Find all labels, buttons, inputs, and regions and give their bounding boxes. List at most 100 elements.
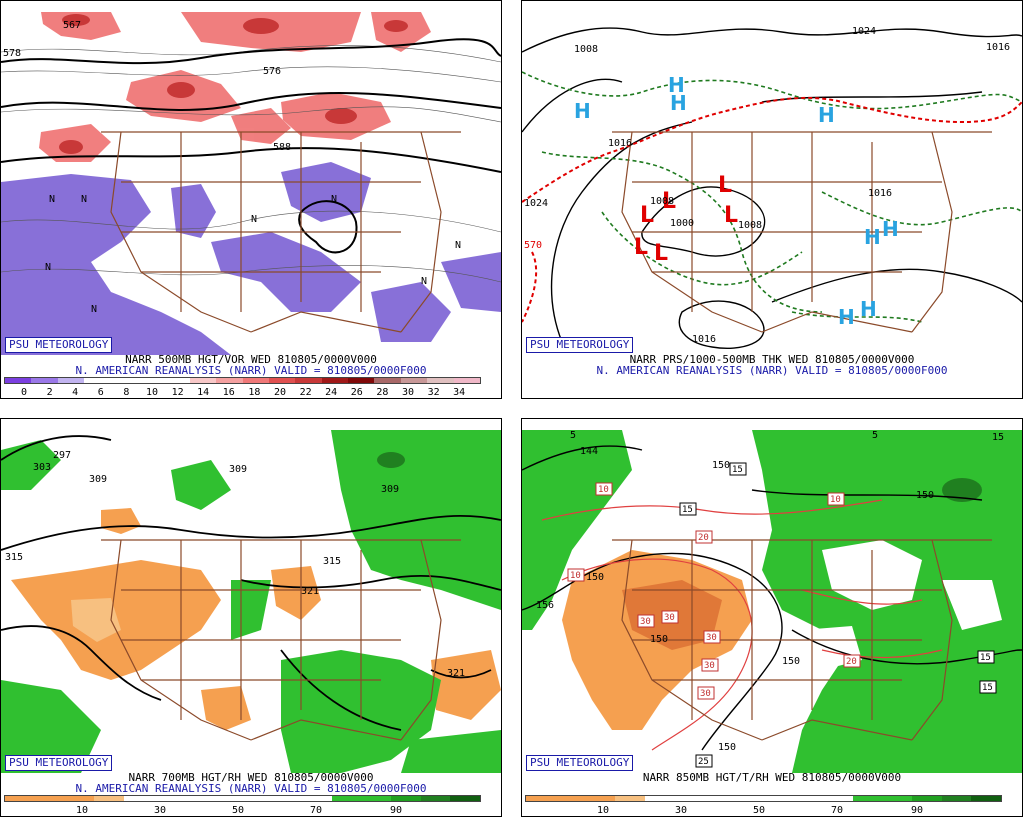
colorbar-tick-label: 2 bbox=[46, 387, 53, 398]
colorbar-tick-label: 28 bbox=[376, 387, 389, 398]
colorbar-swatch bbox=[94, 796, 124, 801]
contour-label: 150 bbox=[586, 572, 604, 583]
contour-label: 1024 bbox=[524, 198, 548, 209]
colorbar-tick-label: 90 bbox=[910, 805, 924, 816]
colorbar-swatch bbox=[453, 378, 481, 383]
colorbar-swatch bbox=[5, 378, 32, 383]
colorbar-tick-label: 12 bbox=[171, 387, 184, 398]
contour-label: 570 bbox=[524, 240, 542, 251]
colorbar-swatch bbox=[136, 378, 164, 383]
colorbar-swatch bbox=[34, 796, 65, 801]
contour-label: 5 bbox=[570, 430, 576, 441]
boxed-contour-label: 30 bbox=[637, 614, 655, 628]
colorbar-swatch bbox=[674, 796, 705, 801]
caption-line-1: NARR 850MB HGT/T/RH WED 810805/0000V000 bbox=[642, 771, 902, 784]
contour-label: 321 bbox=[447, 668, 465, 679]
colorbar-swatch bbox=[882, 796, 912, 801]
colorbar-tick-label: 24 bbox=[325, 387, 338, 398]
colorbar-swatch bbox=[374, 378, 401, 383]
colorbar-swatch bbox=[420, 796, 451, 801]
colorbar-tick-label: 6 bbox=[97, 387, 104, 398]
colorbar-tick-label: 14 bbox=[197, 387, 210, 398]
colorbar-tick-label: 10 bbox=[75, 805, 89, 816]
boxed-contour-label: 10 bbox=[595, 482, 613, 496]
colorbar-swatch bbox=[361, 796, 391, 801]
contour-label: N bbox=[45, 262, 51, 273]
colorbar-swatch bbox=[390, 796, 421, 801]
colorbar-swatch bbox=[555, 796, 586, 801]
low-symbol: L bbox=[724, 203, 738, 228]
colorbar-tick-label: 90 bbox=[389, 805, 403, 816]
colorbar-swatch bbox=[427, 378, 454, 383]
colorbar-swatch bbox=[189, 378, 217, 383]
low-symbol: L bbox=[634, 235, 648, 260]
svg-text:10: 10 bbox=[570, 571, 581, 581]
contour-label: N bbox=[455, 240, 461, 251]
contour-label: 1016 bbox=[986, 42, 1010, 53]
contour-label: 315 bbox=[5, 552, 23, 563]
contour-label: 297 bbox=[53, 450, 71, 461]
caption-line-2: N. AMERICAN REANALYSIS (NARR) VALID = 81… bbox=[596, 364, 948, 377]
contour-label: 303 bbox=[33, 462, 51, 473]
svg-text:25: 25 bbox=[698, 757, 709, 767]
svg-text:30: 30 bbox=[700, 689, 711, 699]
colorbar-swatch bbox=[450, 796, 480, 801]
contour-label: N bbox=[81, 194, 87, 205]
colorbar bbox=[4, 795, 481, 802]
high-symbol: H bbox=[668, 73, 685, 97]
colorbar-swatch bbox=[31, 378, 58, 383]
contour-label: 309 bbox=[229, 464, 247, 475]
contour-label: 315 bbox=[323, 556, 341, 567]
colorbar-swatch bbox=[301, 796, 332, 801]
contour-label: 156 bbox=[536, 600, 554, 611]
colorbar-swatch bbox=[348, 378, 375, 383]
contour-label: 1008 bbox=[574, 44, 598, 55]
colorbar-swatch bbox=[971, 796, 1001, 801]
colorbar-swatch bbox=[733, 796, 764, 801]
psu-badge: PSU METEOROLOGY bbox=[5, 755, 113, 771]
colorbar-tick-label: 26 bbox=[350, 387, 363, 398]
boxed-contour-label: 10 bbox=[567, 568, 585, 582]
colorbar-swatch bbox=[153, 796, 184, 801]
boxed-contour-label: 20 bbox=[695, 530, 713, 544]
boxed-contour-label: 30 bbox=[697, 686, 715, 700]
contour-label: 150 bbox=[712, 460, 730, 471]
colorbar-swatch bbox=[704, 796, 734, 801]
colorbar bbox=[4, 377, 481, 384]
boxed-contour-label: 25 bbox=[695, 754, 713, 768]
svg-text:20: 20 bbox=[846, 657, 857, 667]
colorbar-swatch bbox=[64, 796, 95, 801]
colorbar-swatch bbox=[57, 378, 85, 383]
contour-label: 588 bbox=[273, 142, 291, 153]
low-symbol: L bbox=[662, 189, 676, 214]
colorbar-swatch bbox=[5, 796, 35, 801]
svg-text:15: 15 bbox=[980, 653, 991, 663]
svg-text:20: 20 bbox=[698, 533, 709, 543]
svg-text:10: 10 bbox=[830, 495, 841, 505]
boxed-contour-label: 15 bbox=[729, 462, 747, 476]
map-700mb: 297 303 309 309 309 315 315 321 321 bbox=[1, 430, 501, 773]
psu-badge: PSU METEOROLOGY bbox=[526, 337, 634, 353]
colorbar-tick-label: 10 bbox=[145, 387, 159, 398]
low-symbol: L bbox=[640, 203, 654, 228]
contour-label: N bbox=[49, 194, 55, 205]
contour-label: 321 bbox=[301, 586, 319, 597]
colorbar-swatch bbox=[321, 378, 349, 383]
colorbar-swatch bbox=[615, 796, 645, 801]
contour-label: N bbox=[91, 304, 97, 315]
colorbar-swatch bbox=[268, 378, 296, 383]
contour-label: 578 bbox=[3, 48, 21, 59]
colorbar-tick-label: 20 bbox=[273, 387, 287, 398]
colorbar-swatch bbox=[272, 796, 302, 801]
colorbar-swatch bbox=[84, 378, 111, 383]
colorbar-swatch bbox=[242, 378, 269, 383]
panel-pressure-thickness: H H H H H H H H L L L L L L 1008 1024 10… bbox=[521, 0, 1023, 399]
contour-label: 150 bbox=[782, 656, 800, 667]
psu-badge: PSU METEOROLOGY bbox=[526, 755, 634, 771]
colorbar-swatch bbox=[852, 796, 883, 801]
svg-text:30: 30 bbox=[640, 617, 651, 627]
colorbar-tick-label: 30 bbox=[401, 387, 415, 398]
caption-line-1: NARR 700MB HGT/RH WED 810805/0000V000 bbox=[128, 771, 374, 784]
colorbar-tick-label: 0 bbox=[20, 387, 28, 398]
contour-label: N bbox=[331, 194, 337, 205]
